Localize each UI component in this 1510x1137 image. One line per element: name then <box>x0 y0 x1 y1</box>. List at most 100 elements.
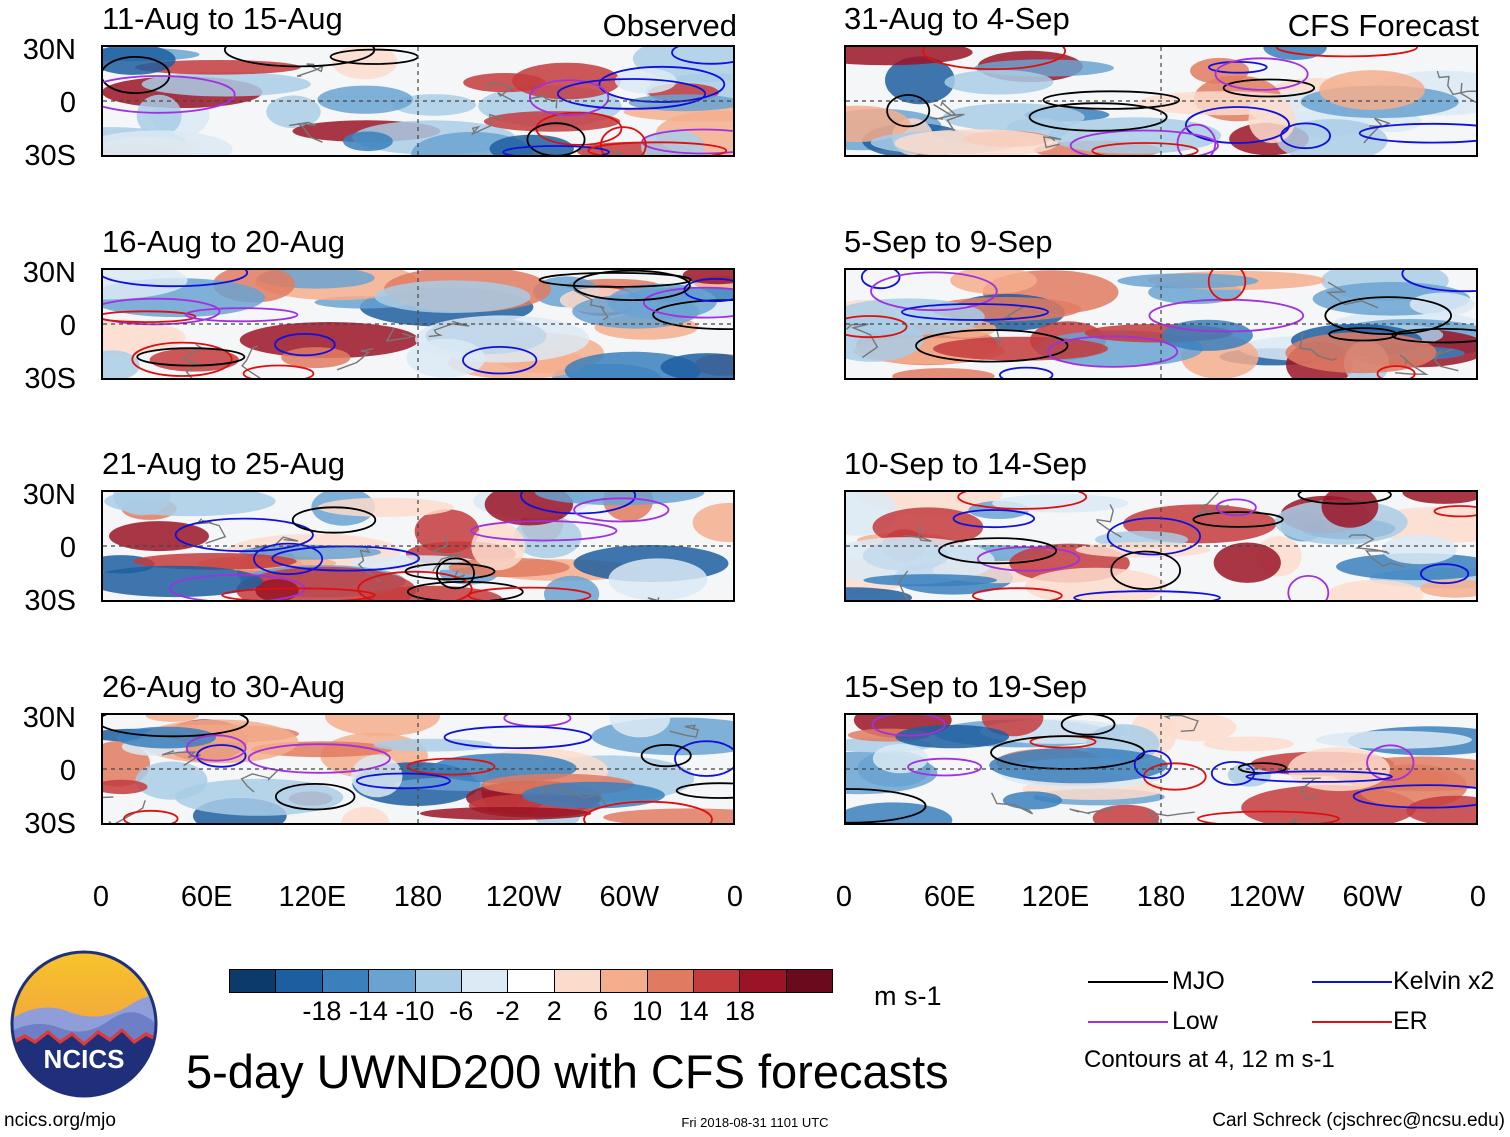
anomaly-blob <box>1419 579 1476 598</box>
latitude-label: 30S <box>24 585 76 617</box>
legend-low-line <box>1088 1021 1168 1023</box>
anomaly-blob <box>1406 795 1476 823</box>
legend-low-label: Low <box>1172 1007 1218 1035</box>
main-title: 5-day UWND200 with CFS forecasts <box>186 1045 949 1098</box>
colorbar-tick-label: -14 <box>348 996 388 1026</box>
wave-contour <box>535 111 623 146</box>
anomaly-blob <box>544 575 600 600</box>
wave-contour <box>1328 327 1398 342</box>
map-field <box>103 47 733 155</box>
panel-corner-label: CFS Forecast <box>1287 8 1479 43</box>
longitude-label: 0 <box>835 881 853 913</box>
wave-contour <box>274 332 336 357</box>
coastline <box>1325 281 1379 309</box>
wave-contour <box>174 517 314 553</box>
wave-contour <box>1297 492 1392 505</box>
anomaly-blob <box>483 111 621 132</box>
footer-url[interactable]: ncics.org/mjo <box>4 1110 116 1131</box>
anomaly-blob <box>603 808 733 823</box>
colorbar-tick-label: 6 <box>593 996 609 1026</box>
anomaly-blob <box>266 95 321 129</box>
anomaly-blob <box>103 47 176 75</box>
colorbar-swatch <box>693 970 741 992</box>
wave-contour <box>1207 60 1268 74</box>
wave-contour <box>103 270 249 288</box>
coastline <box>897 570 909 600</box>
wave-contour <box>103 75 236 114</box>
colorbar-tick-label: -6 <box>449 996 474 1026</box>
wave-contour <box>131 341 233 377</box>
latitude-label: 30N <box>22 702 76 734</box>
coastline <box>471 113 503 136</box>
panel-title: 5-Sep to 9-Sep <box>844 224 1053 259</box>
wave-contour <box>103 297 221 326</box>
coastline <box>161 750 201 767</box>
map-field <box>846 270 1476 378</box>
coastline <box>1348 534 1388 553</box>
wave-contour <box>1287 575 1330 600</box>
wave-contour <box>583 800 713 823</box>
wave-contour <box>1207 270 1247 302</box>
wave-contour <box>1106 517 1201 556</box>
latitude-label: 30S <box>24 140 76 172</box>
wave-contour <box>573 497 670 523</box>
wave-contour <box>1192 511 1284 528</box>
wave-contour <box>952 509 1035 529</box>
anomaly-blob <box>1213 542 1281 583</box>
wave-contour <box>1222 78 1316 98</box>
wave-contour <box>1419 563 1470 585</box>
coastline <box>1290 818 1299 823</box>
coastline <box>241 345 262 378</box>
coastline <box>669 724 699 738</box>
wave-contour <box>470 520 618 542</box>
legend-er-label: ER <box>1393 1007 1428 1035</box>
wave-contour <box>247 743 391 774</box>
panel-map <box>844 490 1478 602</box>
wave-contour <box>274 782 356 811</box>
legend-mjo-line <box>1088 981 1168 983</box>
anomaly-blob <box>609 715 671 738</box>
latitude-label: 0 <box>59 755 76 787</box>
wave-contour <box>999 366 1054 378</box>
map-field <box>846 715 1476 823</box>
wave-contour <box>221 587 376 600</box>
colorbar-swatch <box>322 970 370 992</box>
coastline <box>576 146 624 155</box>
footer-author: Carl Schreck (cjschrec@ncsu.edu) <box>1212 1110 1505 1131</box>
wave-contour <box>103 715 249 738</box>
wave-contour <box>1366 744 1415 782</box>
anomaly-blob <box>141 71 311 97</box>
anomaly-blob <box>145 715 199 722</box>
wave-contour <box>1358 122 1476 144</box>
wave-contour <box>1133 749 1172 780</box>
coastline <box>240 769 279 793</box>
colorbar-swatch <box>554 970 602 992</box>
wave-contour <box>846 788 927 823</box>
panel-map <box>101 713 735 825</box>
map-field <box>103 270 733 378</box>
wave-contour <box>462 345 538 375</box>
anomaly-blob <box>944 69 1054 95</box>
colorbar-tick-label: 18 <box>725 996 756 1026</box>
ncics-logo: NCICS <box>10 950 158 1098</box>
anomaly-blob <box>1319 70 1425 110</box>
wave-contour <box>526 122 586 155</box>
anomaly-blob <box>1285 332 1437 374</box>
wave-contour <box>1176 123 1217 155</box>
wave-contour <box>675 782 733 799</box>
latitude-label: 0 <box>59 87 76 119</box>
anomaly-blob <box>419 807 592 820</box>
anomaly-blob <box>406 338 485 378</box>
longitude-label: 60E <box>180 881 233 913</box>
wave-contour <box>520 492 637 515</box>
ncics-logo-graphic <box>10 950 158 1098</box>
colorbar-units: m s-1 <box>874 981 942 1011</box>
longitude-label: 120W <box>485 881 562 913</box>
wave-contour <box>971 587 1063 600</box>
anomaly-blob <box>872 507 984 547</box>
wave-contour <box>1028 102 1168 132</box>
coastline <box>108 800 146 823</box>
anomaly-blob <box>614 68 677 94</box>
coastline <box>431 536 462 572</box>
panel-map <box>101 268 735 380</box>
